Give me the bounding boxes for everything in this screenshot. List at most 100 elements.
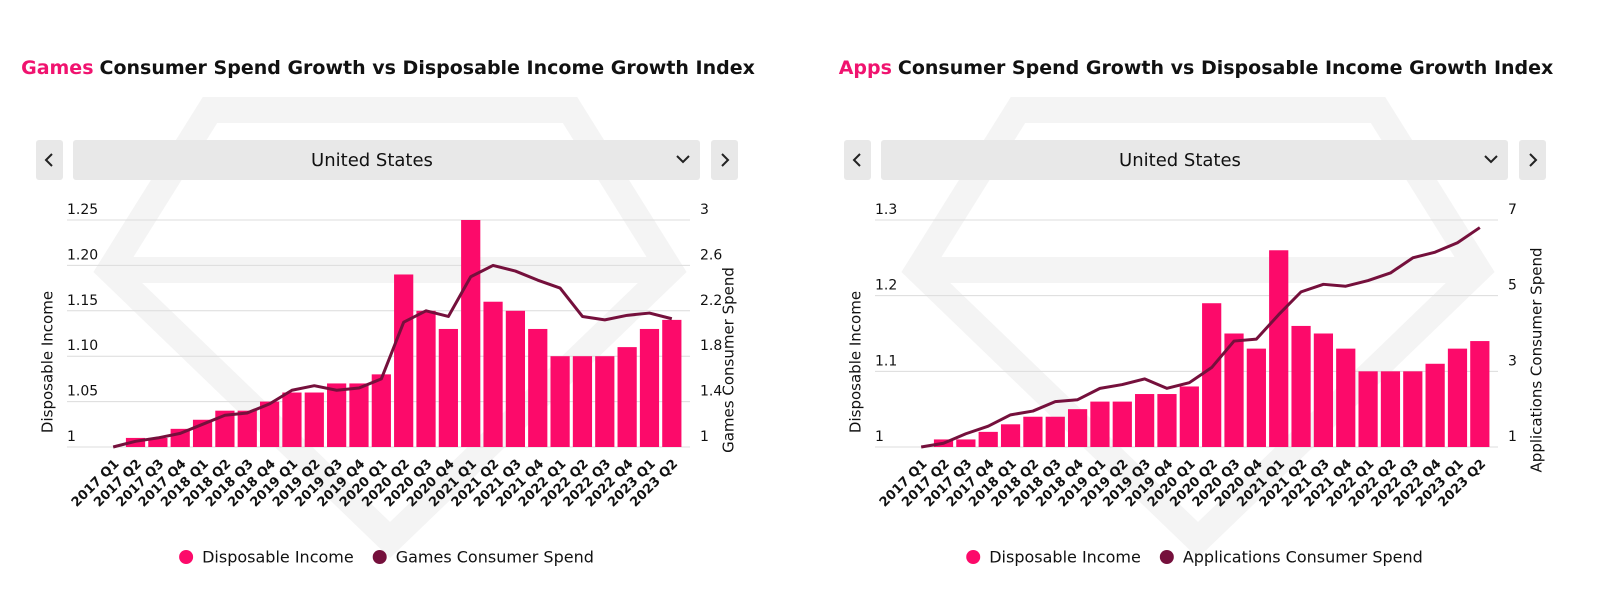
y-tick-label: 1: [875, 429, 884, 445]
chart-title: Apps Consumer Spend Growth vs Disposable …: [839, 57, 1554, 79]
y2-tick-label: 2.6: [700, 247, 722, 263]
y-tick-label: 1.15: [67, 293, 98, 309]
bar: [572, 356, 593, 447]
legend-item: Games Consumer Spend: [372, 548, 594, 567]
bar: [304, 392, 324, 447]
bar: [483, 301, 503, 447]
y2-axis-title: Applications Consumer Spend: [1528, 248, 1546, 473]
y2-tick-label: 1: [700, 429, 709, 445]
legend-item: Disposable Income: [179, 548, 354, 567]
bar: [1313, 333, 1334, 447]
bar: [505, 310, 526, 447]
next-icon: [721, 153, 730, 167]
bar: [1135, 394, 1155, 447]
title-highlight: Games: [21, 57, 93, 79]
y2-tick-label: 1: [1508, 429, 1517, 445]
bar: [1090, 401, 1110, 447]
spend-line: [920, 226, 1481, 449]
bar: [1112, 401, 1132, 447]
bar: [956, 439, 976, 447]
next-button[interactable]: [711, 140, 738, 180]
legend-item: Applications Consumer Spend: [1159, 548, 1423, 567]
bar: [371, 374, 391, 447]
dropdown-icon: [676, 155, 690, 164]
legend-label: Applications Consumer Spend: [1183, 548, 1423, 567]
title-highlight: Apps: [839, 57, 892, 79]
y2-tick-label: 5: [1508, 278, 1517, 294]
bar: [461, 220, 481, 447]
bar: [639, 328, 660, 447]
bar: [1336, 348, 1356, 447]
spend-line: [112, 263, 673, 449]
bar: [282, 392, 302, 447]
prev-icon: [44, 153, 53, 167]
prev-button[interactable]: [36, 140, 63, 180]
legend-label: Disposable Income: [202, 548, 354, 567]
bar: [617, 347, 637, 447]
legend-label: Games Consumer Spend: [396, 548, 594, 567]
bar: [550, 356, 570, 447]
bar: [1224, 333, 1244, 447]
y2-axis-title: Games Consumer Spend: [720, 267, 738, 453]
y-tick-label: 1: [67, 429, 76, 445]
region-dropdown[interactable]: [73, 140, 700, 180]
legend-label: Disposable Income: [989, 548, 1141, 567]
bar: [1000, 424, 1021, 447]
y-axis-title: Disposable Income: [847, 291, 865, 433]
next-icon: [1529, 153, 1538, 167]
bar: [349, 383, 369, 447]
y2-tick-label: 7: [1508, 202, 1517, 218]
region-dropdown[interactable]: [881, 140, 1508, 180]
y-tick-label: 1.20: [67, 247, 98, 263]
bar: [416, 310, 436, 447]
bar: [978, 431, 998, 447]
bar: [1425, 363, 1445, 447]
y-tick-label: 1.05: [67, 384, 98, 400]
bar: [327, 383, 347, 447]
bar: [1179, 386, 1199, 447]
bar: [438, 328, 458, 447]
y2-tick-label: 3: [1508, 353, 1517, 369]
bar: [1291, 325, 1311, 447]
legend-marker: [966, 550, 981, 564]
legend-marker: [372, 550, 387, 564]
bar: [1202, 303, 1222, 447]
legend-marker: [1159, 550, 1174, 564]
bar: [595, 356, 615, 447]
bar: [259, 401, 280, 447]
title-text: Consumer Spend Growth vs Disposable Inco…: [898, 57, 1553, 79]
bar: [237, 410, 257, 447]
dropdown-label: United States: [1119, 150, 1241, 171]
legend-marker: [179, 550, 194, 564]
y-tick-label: 1.1: [875, 353, 897, 369]
y2-tick-label: 3: [700, 202, 709, 218]
y-axis-title: Disposable Income: [39, 291, 57, 433]
y-tick-label: 1.2: [875, 278, 897, 294]
dropdown-label: United States: [311, 150, 433, 171]
y2-tick-label: 1.8: [700, 338, 722, 354]
bar: [394, 274, 414, 447]
bar: [662, 319, 682, 447]
y2-tick-label: 1.4: [700, 384, 722, 400]
bar: [1246, 348, 1266, 447]
bar: [1067, 409, 1088, 447]
bar: [1380, 371, 1401, 447]
bar: [1023, 416, 1043, 447]
title-text: Consumer Spend Growth vs Disposable Inco…: [100, 57, 755, 79]
prev-button[interactable]: [844, 140, 871, 180]
bar: [1470, 341, 1490, 447]
y-tick-label: 1.3: [875, 202, 897, 218]
bar: [1157, 394, 1177, 447]
y2-tick-label: 2.2: [700, 293, 722, 309]
bar: [1447, 348, 1468, 447]
bar: [148, 437, 168, 447]
next-button[interactable]: [1519, 140, 1546, 180]
bar: [1045, 416, 1065, 447]
y-tick-label: 1.25: [67, 202, 98, 218]
bar: [1269, 250, 1289, 447]
bar: [528, 328, 548, 447]
bar: [1358, 371, 1378, 447]
prev-icon: [852, 153, 861, 167]
